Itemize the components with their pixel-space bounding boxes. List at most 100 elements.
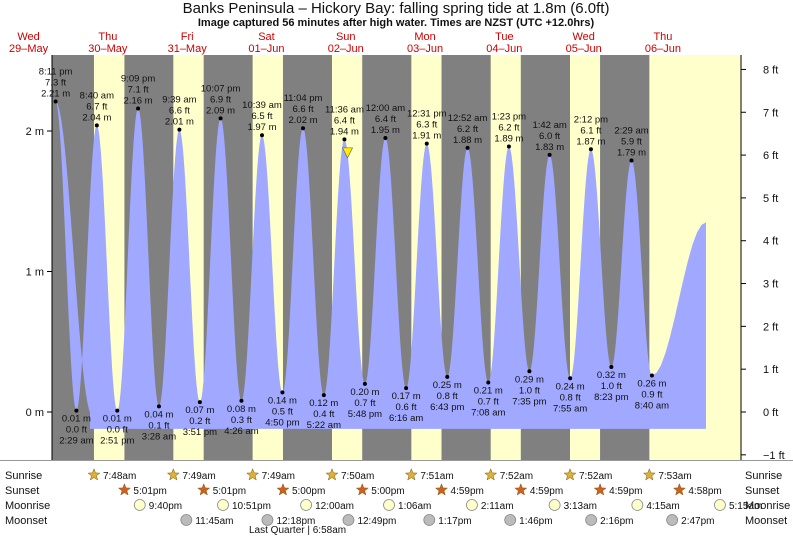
right-tick-label: 4 ft: [763, 236, 778, 248]
moonrise-moon-icon: [217, 499, 229, 511]
moonrise-time: 1:06am: [398, 501, 431, 512]
extreme-point-16: [383, 136, 388, 141]
right-tick-label: 1 ft: [763, 364, 778, 376]
extreme-point-2: [94, 123, 99, 128]
high-tide-m: 2.16 m: [124, 96, 153, 107]
moonset-moon-icon: [261, 514, 274, 526]
extreme-point-18: [424, 141, 429, 146]
sunset-star-icon: [276, 483, 290, 496]
extreme-point-17: [404, 386, 409, 391]
low-tide-m: 0.25 m: [433, 380, 462, 391]
low-tide-m: 0.08 m: [227, 404, 256, 415]
moonrise-moon-icon: [133, 499, 146, 511]
low-tide-time: 2:51 pm: [100, 436, 134, 447]
sunrise-star-icon: [246, 468, 260, 481]
sunset-time: 4:59pm: [451, 486, 484, 497]
high-tide-m: 2.21 m: [41, 88, 70, 99]
high-tide-time: 8:40 am: [80, 90, 114, 101]
sunset-time: 5:01pm: [213, 486, 246, 497]
low-tide-ft: 0.6 ft: [396, 402, 417, 413]
extreme-point-6: [177, 127, 182, 132]
right-tick-label: 3 ft: [763, 279, 778, 291]
sunset-time: 4:59pm: [609, 486, 642, 497]
moonrise-time: 4:15am: [646, 501, 679, 512]
high-tide-ft: 6.1 ft: [580, 125, 601, 136]
low-tide-time: 3:51 pm: [183, 427, 217, 438]
day-header-date: 02–Jun: [328, 43, 364, 55]
high-tide-time: 9:09 pm: [121, 74, 155, 85]
extreme-point-28: [629, 158, 634, 163]
moonrise-time: 12:00am: [315, 501, 354, 512]
high-tide-m: 1.79 m: [617, 148, 646, 159]
low-tide-time: 4:26 am: [224, 426, 258, 437]
low-tide-m: 0.32 m: [597, 370, 626, 381]
sunrise-time: 7:52am: [500, 471, 533, 482]
high-tide-ft: 7.3 ft: [45, 77, 66, 88]
high-tide-time: 12:52 am: [448, 113, 488, 124]
moon-phase-label: Last Quarter | 6:58am: [249, 525, 346, 536]
high-tide-m: 2.09 m: [206, 105, 235, 116]
extreme-point-8: [218, 116, 223, 121]
high-tide-m: 1.97 m: [247, 122, 276, 133]
high-tide-time: 10:07 pm: [201, 83, 241, 94]
low-tide-time: 7:35 pm: [512, 396, 546, 407]
day-header-date: 30–May: [88, 43, 128, 55]
low-tide-ft: 0.2 ft: [189, 416, 210, 427]
day-header-dow: Wed: [572, 31, 594, 43]
extreme-point-29: [649, 373, 654, 378]
extreme-point-19: [445, 374, 450, 379]
right-tick-label: 6 ft: [763, 150, 778, 162]
extreme-point-14: [342, 137, 347, 142]
moonrise-time: 10:51pm: [232, 501, 271, 512]
sunset-star-icon: [434, 483, 449, 496]
right-tick-label: 2 ft: [763, 321, 778, 333]
extreme-point-24: [547, 152, 552, 157]
extreme-point-27: [609, 365, 614, 370]
high-tide-m: 1.95 m: [371, 125, 400, 136]
high-tide-m: 1.91 m: [412, 131, 441, 142]
extreme-point-22: [506, 144, 511, 149]
low-tide-ft: 0.7 ft: [478, 396, 499, 407]
low-tide-ft: 0.8 ft: [437, 391, 458, 402]
left-tick-label: 1 m: [26, 267, 44, 279]
day-header-dow: Mon: [414, 31, 435, 43]
low-tide-time: 3:28 am: [142, 431, 176, 442]
astro-rows: Sunrise Sunrise 7:48am 7:49am 7:49am 7:50am 7:…: [5, 468, 790, 536]
low-tide-ft: 0.0 ft: [66, 425, 87, 436]
extreme-point-21: [486, 380, 491, 385]
sunset-label-left: Sunset: [5, 485, 39, 497]
moonrise-time: 2:11am: [481, 501, 514, 512]
moonset-moon-icon: [342, 514, 355, 526]
moonrise-time: 3:13am: [564, 501, 597, 512]
low-tide-time: 7:55 am: [553, 403, 587, 414]
day-header-dow: Sun: [336, 31, 356, 43]
low-tide-ft: 0.8 ft: [560, 392, 581, 403]
extreme-point-20: [465, 145, 470, 150]
sunrise-time: 7:51am: [420, 471, 453, 482]
moonrise-time: 5:15am: [729, 501, 762, 512]
high-tide-m: 1.94 m: [330, 126, 359, 137]
high-tide-m: 1.88 m: [453, 135, 482, 146]
extreme-point-7: [197, 400, 202, 405]
chart-title: Banks Peninsula – Hickory Bay: falling s…: [183, 0, 610, 17]
low-tide-m: 0.21 m: [474, 385, 503, 396]
sunrise-star-icon: [642, 468, 656, 481]
extreme-labels: Wed29–MayThu30–MayFri31–MaySat01–JunSun0…: [9, 31, 681, 447]
low-tide-m: 0.26 m: [637, 378, 666, 389]
low-tide-m: 0.17 m: [392, 391, 421, 402]
left-tick-label: 2 m: [26, 126, 44, 138]
high-tide-ft: 6.2 ft: [498, 122, 519, 133]
high-tide-time: 8:11 pm: [39, 66, 73, 77]
high-tide-time: 10:39 am: [242, 100, 282, 111]
moonrise-moon-icon: [383, 499, 395, 511]
high-tide-ft: 6.6 ft: [292, 104, 313, 115]
moonrise-moon-icon: [466, 499, 478, 511]
high-tide-ft: 6.9 ft: [210, 94, 231, 105]
sunset-star-icon: [593, 483, 607, 496]
right-tick-label: −1 ft: [763, 450, 785, 462]
day-header-dow: Fri: [181, 31, 194, 43]
low-tide-ft: 0.0 ft: [107, 425, 128, 436]
high-tide-ft: 6.5 ft: [251, 111, 272, 122]
extreme-point-12: [301, 126, 306, 131]
right-tick-label: 7 ft: [763, 107, 778, 119]
